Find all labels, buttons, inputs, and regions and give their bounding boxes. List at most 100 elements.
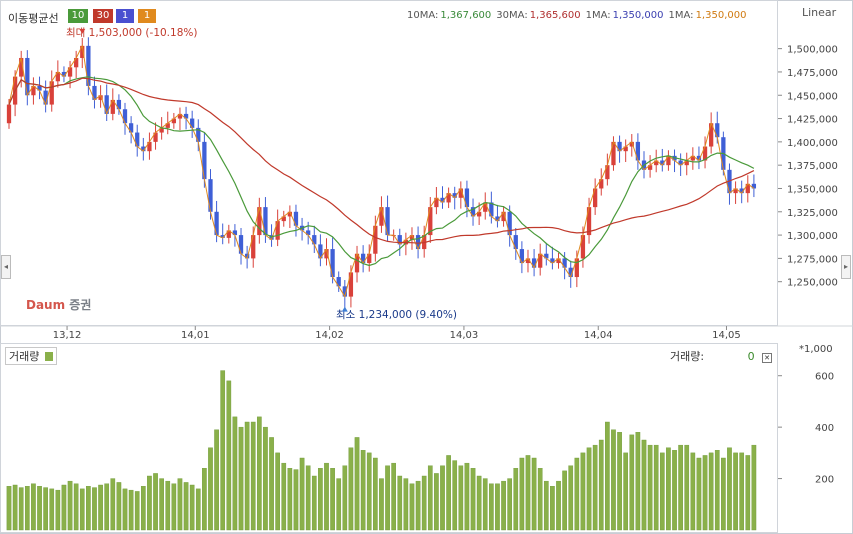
volume-bar xyxy=(727,447,732,531)
candle-body xyxy=(635,141,641,161)
candle-body xyxy=(513,235,518,250)
candle-body xyxy=(483,202,488,212)
candle-body xyxy=(702,146,708,161)
volume-bar xyxy=(489,483,494,531)
volume-bar xyxy=(470,468,476,531)
volume-bar xyxy=(330,468,335,531)
volume-bar xyxy=(458,465,464,531)
candle-body xyxy=(92,85,97,100)
y-tick-label: 1,325,000 xyxy=(787,208,838,219)
candle-body xyxy=(37,85,42,91)
candle-body xyxy=(428,207,433,236)
volume-bar xyxy=(86,486,91,531)
volume-bar xyxy=(134,491,140,531)
volume-bar xyxy=(98,484,103,531)
candle-body xyxy=(214,211,219,236)
candle-body xyxy=(477,211,482,217)
volume-bar xyxy=(605,421,610,531)
volume-bar xyxy=(299,457,305,531)
volume-bar xyxy=(672,450,677,531)
candle-body xyxy=(745,183,750,194)
ma-period-2[interactable]: 1 xyxy=(116,9,134,23)
volume-bar xyxy=(79,488,85,531)
candle-body xyxy=(440,197,445,203)
y-tick-label: 1,250,000 xyxy=(787,278,838,289)
volume-bar xyxy=(220,370,226,531)
volume-bar xyxy=(519,457,525,531)
volume-title-text: 거래량 xyxy=(9,350,40,363)
ma-period-0[interactable]: 10 xyxy=(68,9,88,23)
volume-bar xyxy=(482,478,488,531)
candle-body xyxy=(19,57,24,77)
ma-label[interactable]: 이동평균선 xyxy=(8,12,59,25)
candle-body xyxy=(208,179,213,212)
volume-bar xyxy=(531,457,537,531)
scale-mode[interactable]: Linear xyxy=(802,6,837,19)
candle-body xyxy=(275,221,280,240)
volume-bar xyxy=(696,457,702,531)
candle-body xyxy=(379,207,384,226)
ma-30-line xyxy=(8,77,755,244)
volume-bar xyxy=(714,450,720,531)
candle-body xyxy=(116,99,122,110)
volume-bar xyxy=(324,462,329,531)
volume-bar xyxy=(629,434,635,531)
candle-body xyxy=(586,207,592,236)
volume-readout-value: 0 xyxy=(747,350,755,363)
ma-values-readout: 10MA: 1,367,600 30MA: 1,365,600 1MA: 1,350,00… xyxy=(407,10,751,21)
volume-bar xyxy=(183,482,189,531)
y-tick-label: 1,450,000 xyxy=(787,91,838,102)
logo-suffix: 증권 xyxy=(69,298,92,312)
candle-body xyxy=(623,146,628,152)
volume-bar xyxy=(562,470,567,531)
volume-bar xyxy=(586,447,592,531)
volume-bar xyxy=(110,478,116,531)
volume-bar xyxy=(238,426,244,531)
volume-bar xyxy=(61,484,67,531)
volume-bar xyxy=(336,478,342,531)
volume-bar xyxy=(653,444,659,531)
x-tick-label: 14,04 xyxy=(584,330,613,341)
volume-bar xyxy=(202,468,207,531)
candle-body xyxy=(159,127,164,133)
candle-body xyxy=(525,258,531,264)
volume-bar xyxy=(452,460,458,531)
ma-1-line xyxy=(8,44,755,298)
volume-bar xyxy=(434,473,439,531)
volume-bar xyxy=(342,465,348,531)
max-marker-icon xyxy=(79,28,86,34)
volume-bar xyxy=(440,465,445,531)
volume-bar xyxy=(232,416,238,531)
candle-body xyxy=(751,183,757,189)
ma-period-3[interactable]: 1 xyxy=(138,9,156,23)
candle-body xyxy=(470,207,476,217)
volume-readout-label: 거래량: xyxy=(670,350,705,363)
candle-body xyxy=(232,230,238,236)
candle-body xyxy=(80,45,85,58)
close-icon[interactable]: ✕ xyxy=(762,353,773,363)
candle-body xyxy=(183,113,189,119)
candle-body xyxy=(611,141,616,166)
candle-body xyxy=(739,188,744,194)
candle-body xyxy=(629,141,634,147)
volume-bar xyxy=(403,478,409,531)
volume-bar xyxy=(427,465,433,531)
candle-body xyxy=(257,207,262,236)
ma-period-1[interactable]: 30 xyxy=(93,9,113,23)
volume-title: 거래량 xyxy=(5,347,57,365)
volume-bar xyxy=(366,452,372,531)
scroll-left-icon[interactable]: ◂ xyxy=(1,255,11,279)
volume-bar xyxy=(739,452,745,531)
candle-body xyxy=(336,277,341,287)
candle-body xyxy=(733,188,738,194)
volume-bar xyxy=(751,444,757,531)
volume-bar xyxy=(18,487,24,531)
volume-bar xyxy=(373,457,378,531)
candle-body xyxy=(397,235,402,245)
volume-color-swatch xyxy=(44,352,53,361)
candle-body xyxy=(61,71,67,77)
volume-bar xyxy=(635,432,641,531)
volume-bar xyxy=(464,462,470,531)
scroll-right-icon[interactable]: ▸ xyxy=(841,255,851,279)
volume-bar xyxy=(305,465,311,531)
